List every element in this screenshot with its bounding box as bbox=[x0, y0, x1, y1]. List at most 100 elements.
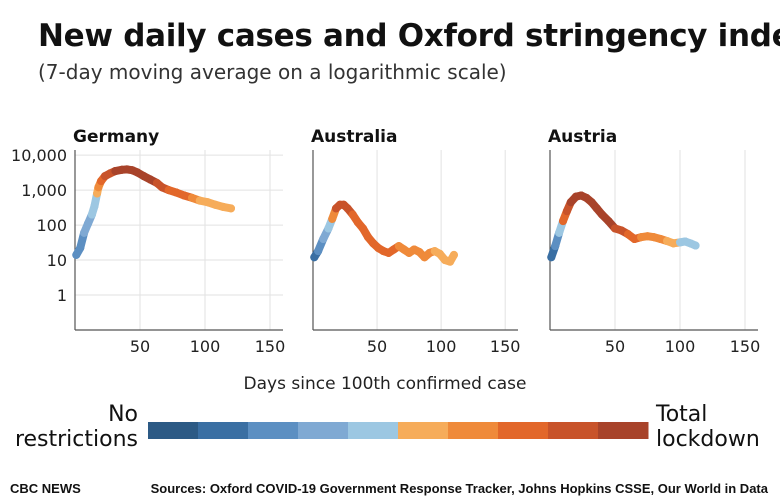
data-point bbox=[446, 257, 455, 266]
data-point bbox=[562, 207, 571, 216]
data-point bbox=[630, 234, 639, 243]
data-point bbox=[72, 250, 81, 259]
data-point bbox=[84, 219, 92, 228]
legend-swatch-5 bbox=[348, 422, 399, 439]
data-point bbox=[211, 200, 220, 209]
panel-germany: Germany 50 100 150 1 10 100 1,000 10,000 bbox=[11, 127, 285, 356]
legend-color-bar bbox=[148, 422, 649, 439]
data-point bbox=[324, 224, 333, 233]
legend-low-label-line1: No bbox=[108, 402, 138, 427]
legend-swatch-6 bbox=[398, 422, 449, 439]
y-tick-label: 10,000 bbox=[11, 146, 67, 165]
series-australia bbox=[310, 200, 458, 266]
footer-sources: Sources: Oxford COVID-19 Government Resp… bbox=[150, 481, 768, 496]
data-point bbox=[94, 183, 103, 192]
data-point bbox=[195, 196, 204, 205]
panel-title: Germany bbox=[73, 127, 159, 147]
series-germany bbox=[72, 165, 235, 259]
y-tick-label: 1 bbox=[57, 286, 67, 305]
data-point bbox=[319, 234, 328, 243]
data-point bbox=[637, 233, 645, 242]
legend-swatch-1 bbox=[148, 422, 199, 439]
data-point bbox=[551, 242, 560, 251]
data-point bbox=[663, 237, 671, 246]
x-tick-label: 100 bbox=[665, 337, 696, 356]
data-point bbox=[617, 226, 626, 235]
data-point bbox=[111, 167, 120, 176]
data-point bbox=[624, 230, 632, 239]
x-tick-label: 150 bbox=[730, 337, 761, 356]
data-point bbox=[669, 239, 678, 248]
legend-low-label-line2: restrictions bbox=[15, 427, 138, 452]
x-tick-label: 150 bbox=[255, 337, 286, 356]
data-point bbox=[87, 210, 96, 219]
data-point bbox=[328, 214, 337, 223]
data-point bbox=[592, 204, 601, 213]
data-point bbox=[449, 250, 458, 259]
data-point bbox=[90, 202, 99, 211]
x-tick-label: 100 bbox=[426, 337, 457, 356]
x-axis-label: Days since 100th confirmed case bbox=[244, 374, 527, 394]
panels-group: Germany 50 100 150 1 10 100 1,000 10,000 Australi… bbox=[11, 127, 760, 356]
data-point bbox=[343, 204, 352, 213]
data-point bbox=[227, 204, 235, 213]
data-point bbox=[93, 189, 102, 198]
data-point bbox=[219, 202, 228, 211]
data-point bbox=[80, 228, 89, 237]
data-point bbox=[188, 193, 196, 202]
x-tick-label: 50 bbox=[130, 337, 150, 356]
data-point bbox=[348, 210, 357, 219]
data-point bbox=[643, 232, 652, 241]
data-point bbox=[369, 239, 378, 248]
x-tick-label: 100 bbox=[190, 337, 221, 356]
panel-title: Australia bbox=[311, 127, 398, 147]
data-point bbox=[314, 247, 323, 256]
y-tick-label: 10 bbox=[47, 251, 67, 270]
data-point bbox=[604, 217, 613, 226]
data-point bbox=[180, 191, 189, 200]
legend-swatch-10 bbox=[598, 422, 649, 439]
data-point bbox=[559, 217, 567, 226]
data-point bbox=[203, 198, 212, 207]
panel-title: Austria bbox=[548, 127, 617, 147]
legend-high-label-line1: Total bbox=[655, 402, 707, 427]
data-point bbox=[435, 249, 444, 258]
series-austria bbox=[547, 191, 700, 262]
data-point bbox=[566, 198, 575, 207]
data-point bbox=[353, 218, 362, 227]
data-point bbox=[364, 233, 373, 242]
legend-swatch-7 bbox=[448, 422, 499, 439]
data-point bbox=[158, 183, 167, 192]
data-point bbox=[656, 234, 665, 243]
data-point bbox=[139, 172, 148, 181]
data-point bbox=[547, 253, 556, 262]
data-point bbox=[164, 186, 173, 195]
data-point bbox=[611, 224, 619, 233]
data-point bbox=[415, 247, 424, 256]
legend-swatch-3 bbox=[248, 422, 299, 439]
x-tick-label: 150 bbox=[490, 337, 521, 356]
footer-brand: CBC NEWS bbox=[10, 481, 81, 496]
data-point bbox=[598, 210, 606, 219]
data-point bbox=[650, 233, 658, 242]
data-point bbox=[146, 175, 155, 184]
panel-austria: Austria 50 100 150 bbox=[547, 127, 760, 356]
legend-swatch-9 bbox=[548, 422, 599, 439]
legend: No restrictions Total lockdown bbox=[15, 402, 760, 452]
chart-subtitle: (7-day moving average on a logarithmic s… bbox=[38, 60, 507, 84]
y-tick-label: 100 bbox=[36, 216, 67, 235]
data-point bbox=[691, 241, 700, 250]
y-tick-label: 1,000 bbox=[21, 181, 67, 200]
x-tick-label: 50 bbox=[605, 337, 625, 356]
x-tick-label: 50 bbox=[367, 337, 387, 356]
data-point bbox=[76, 244, 85, 253]
data-point bbox=[133, 168, 142, 177]
data-point bbox=[587, 198, 596, 207]
legend-swatch-2 bbox=[198, 422, 249, 439]
data-point bbox=[310, 253, 319, 262]
data-point bbox=[555, 228, 564, 237]
chart-title: New daily cases and Oxford stringency in… bbox=[38, 18, 780, 54]
panel-australia: Australia 50 100 150 bbox=[310, 127, 520, 356]
legend-high-label-line2: lockdown bbox=[656, 427, 760, 452]
